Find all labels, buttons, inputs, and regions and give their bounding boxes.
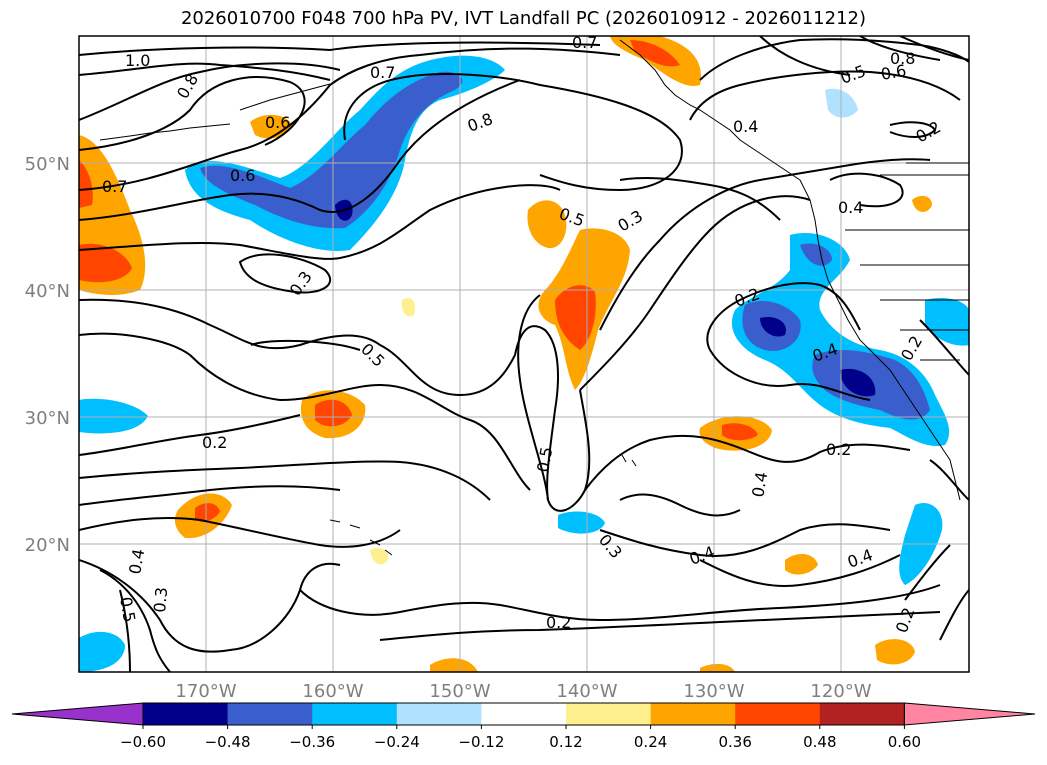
lon-label-150w: 150°W: [429, 681, 490, 702]
map-title: 2026010700 F048 700 hPa PV, IVT Landfall…: [180, 8, 867, 29]
negative-anomaly-west: [79, 398, 148, 434]
colorbar-extend-high: [903, 702, 1036, 726]
colorbar-tick-label: 0.36: [718, 733, 751, 751]
negative-anomaly-sw-corner: [79, 631, 125, 672]
colorbar-tick-label: −0.12: [458, 733, 504, 751]
lat-label-50n: 50°N: [25, 154, 70, 175]
contour-label: 0.4: [838, 198, 863, 217]
negative-anomaly-subtropical: [558, 511, 605, 534]
contour-label: 0.8: [890, 49, 915, 68]
positive-anomaly-small-4: [430, 658, 735, 672]
lon-label-130w: 130°W: [683, 681, 744, 702]
colorbar-tick-label: 0.60: [888, 733, 921, 751]
positive-anomaly-west-core: [79, 160, 132, 283]
colorbar-extend-low: [11, 702, 144, 726]
contour-label: 0.5: [357, 339, 388, 370]
contour-label: 0.7: [572, 33, 597, 52]
negative-anomaly-california-peak: [760, 316, 876, 397]
contour-label: 0.3: [286, 268, 316, 300]
lon-label-120w: 120°W: [810, 681, 871, 702]
contour-label: 0.2: [546, 613, 571, 632]
contour-label: 0.2: [202, 433, 227, 452]
colorbar-segment: [227, 703, 313, 725]
graticule: [79, 36, 969, 672]
colorbar-segment: [566, 703, 652, 725]
colorbar-tick-label: 0.24: [634, 733, 667, 751]
contour-label: 0.6: [879, 61, 907, 84]
contour-lines: [79, 36, 969, 672]
colorbar-tick-label: 0.12: [549, 733, 582, 751]
positive-anomaly-small-3: [912, 195, 932, 212]
negative-anomaly-east: [925, 298, 969, 346]
contour-label: 0.3: [150, 586, 171, 613]
contour-label: 0.5: [838, 61, 868, 88]
colorbar-segment: [396, 703, 482, 725]
colorbar-segment: [819, 703, 905, 725]
map-frame: [78, 35, 970, 673]
colorbar-segment: [312, 703, 398, 725]
contour-label: 0.4: [748, 470, 771, 498]
contour-label: 0.8: [465, 109, 495, 136]
contour-label: 0.2: [892, 605, 919, 635]
colorbar-segment: [735, 703, 821, 725]
colorbar-tick-label: −0.60: [120, 733, 166, 751]
contour-label: 0.5: [116, 595, 139, 623]
contour-label: 0.6: [265, 113, 290, 132]
colorbar-tick-label: −0.24: [374, 733, 420, 751]
contour-label: 0.6: [230, 166, 255, 185]
lon-label-160w: 160°W: [302, 681, 363, 702]
lon-label-170w: 170°W: [175, 681, 236, 702]
colorbar-segment: [143, 703, 229, 725]
contour-label: 0.8: [173, 70, 202, 102]
colorbar-tick-label: −0.36: [289, 733, 335, 751]
coastlines: [99, 39, 969, 556]
positive-anomaly-alaska: [250, 114, 292, 139]
contour-label: 0.5: [533, 445, 556, 473]
positive-anomaly-small-2: [875, 639, 915, 665]
contour-label: 0.2: [826, 440, 851, 459]
colorbar-tick-label: 0.48: [803, 733, 836, 751]
contour-label: 0.4: [687, 542, 717, 569]
longitude-axis: 170°W 160°W 150°W 140°W 130°W 120°W: [175, 681, 871, 702]
lon-label-140w: 140°W: [556, 681, 617, 702]
colorbar-tick-label: −0.48: [205, 733, 251, 751]
positive-anomaly-small-5: [370, 298, 416, 565]
contour-label: 0.3: [595, 530, 626, 562]
contour-label: 0.4: [125, 547, 148, 575]
lat-label-20n: 20°N: [25, 535, 70, 556]
contour-label: 0.3: [615, 206, 647, 235]
colorbar-frame: [142, 702, 905, 726]
latitude-axis: 50°N 40°N 30°N 20°N: [25, 154, 70, 556]
positive-anomaly-tropics-core: [195, 503, 220, 522]
contour-label: 0.4: [733, 117, 758, 136]
contour-label: 0.7: [370, 63, 395, 82]
lat-label-40n: 40°N: [25, 281, 70, 302]
positive-anomaly-pnw-core: [630, 40, 680, 67]
contour-label: 0.7: [102, 177, 127, 196]
positive-anomaly-small-1: [785, 553, 818, 575]
colorbar: −0.60 −0.48 −0.36 −0.24 −0.12 0.12 0.24 0.36 0.4…: [11, 702, 1036, 751]
positive-anomaly-central-core: [555, 285, 596, 350]
negative-anomaly-core: [200, 71, 463, 229]
contour-label: 1.0: [125, 51, 150, 70]
positive-anomaly-offshore-core: [722, 423, 758, 441]
colorbar-segment: [481, 703, 567, 725]
colorbar-segment: [650, 703, 736, 725]
lat-label-30n: 30°N: [25, 408, 70, 429]
negative-anomaly-california-core: [742, 243, 930, 420]
